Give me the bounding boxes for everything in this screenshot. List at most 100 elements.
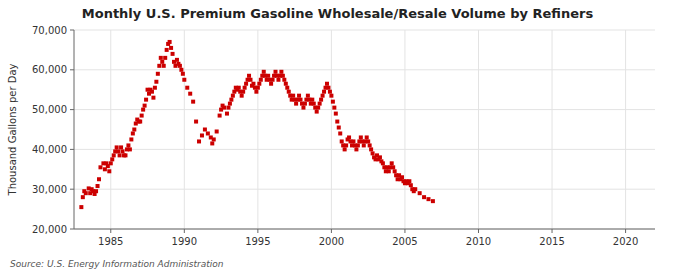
point: [387, 169, 391, 173]
point: [369, 147, 373, 151]
point: [279, 70, 283, 74]
point: [285, 86, 289, 90]
point: [212, 137, 216, 141]
grid-line: [110, 30, 111, 229]
point: [157, 64, 161, 68]
grid-line: [74, 149, 655, 150]
point: [299, 98, 303, 102]
source-note: Source: U.S. Energy Information Administ…: [10, 259, 224, 269]
grid-line: [74, 229, 655, 230]
point: [249, 78, 253, 82]
x-tick: [552, 229, 553, 233]
point: [119, 145, 123, 149]
y-axis-line: [74, 30, 75, 229]
point: [247, 74, 251, 78]
point: [422, 195, 426, 199]
point: [168, 40, 172, 44]
grid-line: [625, 30, 626, 229]
point: [326, 86, 330, 90]
y-tick: [70, 109, 74, 110]
point: [225, 112, 229, 116]
point: [162, 64, 166, 68]
point: [359, 135, 363, 139]
point: [365, 135, 369, 139]
point: [96, 184, 100, 188]
x-tick: [625, 229, 626, 233]
point: [407, 179, 411, 183]
point: [116, 149, 120, 153]
point: [243, 86, 247, 90]
point: [251, 82, 255, 86]
point: [321, 94, 325, 98]
point: [210, 141, 214, 145]
point: [240, 94, 244, 98]
point: [271, 78, 275, 82]
point: [337, 126, 341, 130]
point: [84, 191, 88, 195]
grid-line: [257, 30, 258, 229]
point: [97, 177, 101, 181]
point: [287, 90, 291, 94]
point: [237, 86, 241, 90]
point: [413, 187, 417, 191]
point: [129, 137, 133, 141]
point: [354, 147, 358, 151]
point: [343, 147, 347, 151]
point: [328, 90, 332, 94]
y-tick-label: 20,000: [32, 224, 67, 235]
point: [81, 195, 85, 199]
x-tick-label: 1985: [98, 236, 123, 247]
x-tick-label: 2015: [539, 236, 564, 247]
point: [266, 74, 270, 78]
point: [400, 175, 404, 179]
x-tick: [257, 229, 258, 233]
x-tick-label: 1990: [172, 236, 197, 247]
point: [222, 106, 226, 110]
point: [332, 106, 336, 110]
point: [431, 199, 435, 203]
point: [181, 72, 185, 76]
point: [185, 86, 189, 90]
point: [335, 120, 339, 124]
point: [200, 133, 204, 137]
point: [393, 169, 397, 173]
point: [109, 161, 113, 165]
grid-line: [74, 109, 655, 110]
point: [138, 120, 142, 124]
point: [318, 102, 322, 106]
point: [179, 68, 183, 72]
point: [322, 90, 326, 94]
point: [128, 147, 132, 151]
point: [203, 128, 207, 132]
x-tick-label: 2010: [466, 236, 491, 247]
x-tick-label: 2000: [319, 236, 344, 247]
point: [262, 70, 266, 74]
point: [344, 143, 348, 147]
point: [197, 139, 201, 143]
point: [269, 82, 273, 86]
point: [151, 96, 155, 100]
point: [254, 90, 258, 94]
point: [160, 60, 164, 64]
point: [194, 120, 198, 124]
x-tick-labels: 19851990199520002005201020152020: [98, 229, 638, 247]
point: [325, 82, 329, 86]
point: [218, 114, 222, 118]
point: [351, 139, 355, 143]
point: [426, 197, 430, 201]
point: [154, 80, 158, 84]
point: [329, 94, 333, 98]
x-axis-line: [74, 229, 655, 230]
point: [79, 205, 83, 209]
x-tick: [478, 229, 479, 233]
point: [362, 143, 366, 147]
grid-line: [74, 189, 655, 190]
y-tick-label: 60,000: [32, 64, 67, 75]
x-tick-label: 1995: [245, 236, 270, 247]
grid-line: [184, 30, 185, 229]
point: [191, 100, 195, 104]
point: [297, 94, 301, 98]
y-tick: [70, 149, 74, 150]
point: [338, 131, 342, 135]
point: [98, 165, 102, 169]
